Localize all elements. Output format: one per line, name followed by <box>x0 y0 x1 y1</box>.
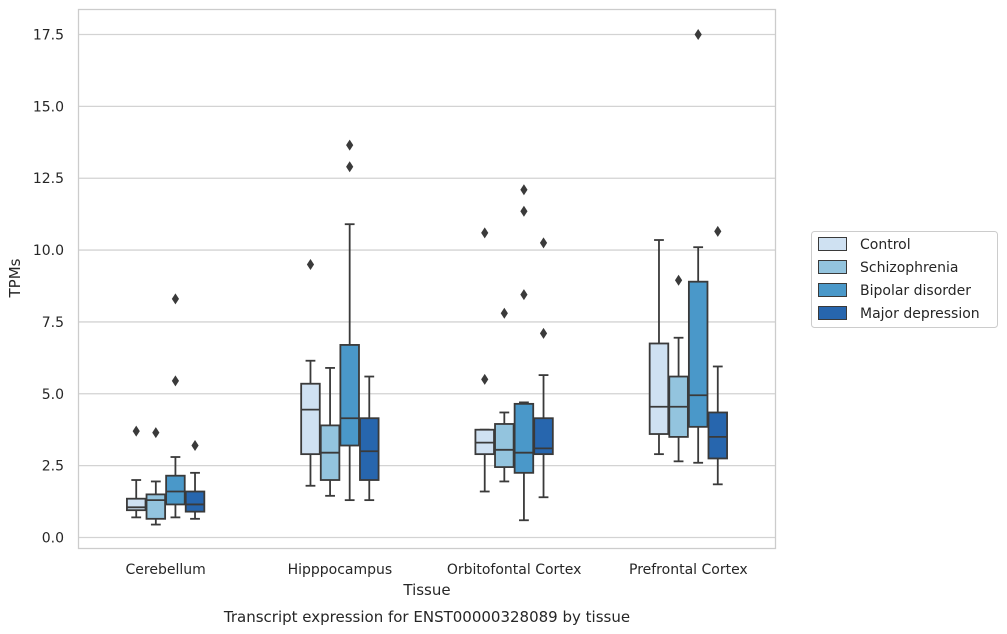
gridlines <box>78 33 776 539</box>
legend-label: Bipolar disorder <box>860 283 971 299</box>
box-control <box>300 258 321 487</box>
box-major-depression <box>707 225 728 486</box>
y-tick-label: 17.5 <box>33 28 64 44</box>
outlier-point <box>539 237 548 249</box>
iqr-box <box>184 490 206 513</box>
outlier-point <box>481 227 489 239</box>
outlier-point <box>674 274 683 286</box>
x-tick-label: Cerebellum <box>126 562 206 578</box>
box-bipolar-disorder <box>687 29 709 464</box>
iqr-box <box>533 417 554 456</box>
y-tick-label: 2.5 <box>42 459 64 475</box>
box-control <box>474 227 495 493</box>
y-tick-labels: 0.0 2.5 5.0 7.5 10.0 12.5 15.0 17.5 <box>33 28 64 547</box>
iqr-box <box>687 280 709 428</box>
box-schizophrenia <box>668 274 689 463</box>
iqr-box <box>126 497 147 512</box>
outlier-point <box>132 425 140 437</box>
box-schizophrenia <box>319 367 341 497</box>
x-tick-labels: Cerebellum Hipppocampus Orbitofontal Corte… <box>126 562 748 578</box>
box-major-depression <box>533 237 554 499</box>
iqr-box <box>145 493 167 520</box>
plot-frame <box>77 8 777 550</box>
iqr-box <box>648 342 670 435</box>
iqr-box <box>494 423 515 468</box>
iqr-box <box>165 474 186 506</box>
legend-frame <box>811 231 998 328</box>
legend-label: Schizophrenia <box>860 260 958 276</box>
box-major-depression <box>359 375 380 502</box>
iqr-box <box>707 411 728 460</box>
outlier-point <box>171 293 180 305</box>
outlier-point <box>714 225 722 237</box>
x-tick-label: Orbitofontal Cortex <box>447 562 582 578</box>
box-groups <box>126 29 728 526</box>
box-schizophrenia <box>494 307 515 483</box>
outlier-point <box>694 29 702 40</box>
y-tick-label: 7.5 <box>42 315 64 331</box>
y-tick-label: 5.0 <box>42 387 64 403</box>
legend: Control Schizophrenia Bipolar disorder Majo… <box>811 231 998 328</box>
outlier-point <box>191 440 199 452</box>
box-bipolar-disorder <box>165 293 186 519</box>
legend-swatch <box>818 306 847 320</box>
legend-swatch <box>818 260 847 274</box>
outlier-point <box>500 307 508 319</box>
legend-label: Major depression <box>860 306 980 322</box>
outlier-point <box>520 205 528 217</box>
legend-swatch <box>818 237 847 251</box>
iqr-box <box>339 344 360 447</box>
outlier-point <box>171 375 180 387</box>
outlier-point <box>346 139 354 151</box>
y-tick-label: 10.0 <box>33 243 64 259</box>
iqr-box <box>300 382 321 456</box>
box-major-depression <box>184 440 206 520</box>
y-tick-label: 12.5 <box>33 171 64 187</box>
outlier-point <box>520 184 528 196</box>
iqr-box <box>513 402 535 474</box>
outlier-point <box>346 161 354 173</box>
box-control <box>648 239 670 456</box>
x-tick-label: Prefrontal Cortex <box>629 562 748 578</box>
box-bipolar-disorder <box>513 184 535 522</box>
box-bipolar-disorder <box>339 139 360 502</box>
chart-caption: Transcript expression for ENST0000032808… <box>223 608 630 626</box>
y-tick-label: 15.0 <box>33 99 64 115</box>
y-axis-title: TPMs <box>6 258 24 298</box>
outlier-point <box>306 258 315 270</box>
outlier-point <box>481 373 489 385</box>
outlier-point <box>539 327 548 339</box>
iqr-box <box>359 417 380 481</box>
box-schizophrenia <box>145 427 167 526</box>
legend-label: Control <box>860 237 911 253</box>
x-axis-title: Tissue <box>402 581 450 599</box>
outlier-point <box>152 427 160 439</box>
y-tick-label: 0.0 <box>42 531 64 547</box>
outlier-point <box>520 289 528 301</box>
legend-swatch <box>818 283 847 297</box>
x-tick-label: Hipppocampus <box>288 562 393 578</box>
box-control <box>126 425 147 519</box>
